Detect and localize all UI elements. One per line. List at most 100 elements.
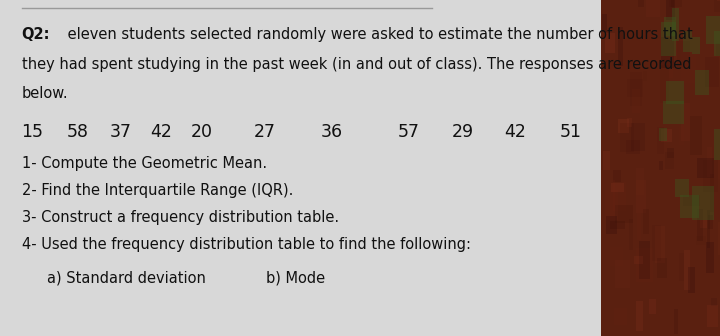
FancyBboxPatch shape (649, 299, 657, 314)
Text: 3- Construct a frequency distribution table.: 3- Construct a frequency distribution ta… (22, 210, 338, 225)
Text: 42: 42 (150, 123, 171, 141)
FancyBboxPatch shape (601, 0, 720, 336)
Text: 15: 15 (22, 123, 44, 141)
FancyBboxPatch shape (621, 123, 634, 152)
FancyBboxPatch shape (615, 260, 630, 288)
FancyBboxPatch shape (606, 216, 617, 234)
FancyBboxPatch shape (659, 161, 663, 170)
FancyBboxPatch shape (660, 65, 669, 103)
FancyBboxPatch shape (706, 146, 712, 177)
Text: 1- Compute the Geometric Mean.: 1- Compute the Geometric Mean. (22, 156, 266, 171)
FancyBboxPatch shape (695, 70, 708, 95)
FancyBboxPatch shape (683, 31, 692, 52)
FancyBboxPatch shape (718, 150, 720, 179)
Text: 36: 36 (320, 123, 343, 141)
FancyBboxPatch shape (701, 220, 707, 228)
FancyBboxPatch shape (627, 79, 643, 97)
FancyBboxPatch shape (610, 247, 623, 266)
FancyBboxPatch shape (637, 213, 641, 240)
FancyBboxPatch shape (613, 182, 626, 211)
FancyBboxPatch shape (717, 0, 720, 1)
Text: 37: 37 (109, 123, 132, 141)
FancyBboxPatch shape (605, 191, 618, 220)
FancyBboxPatch shape (618, 27, 623, 67)
FancyBboxPatch shape (666, 0, 675, 20)
Text: Q2:: Q2: (22, 27, 50, 42)
FancyBboxPatch shape (714, 0, 720, 11)
FancyBboxPatch shape (638, 0, 644, 7)
FancyBboxPatch shape (636, 248, 652, 282)
FancyBboxPatch shape (674, 309, 678, 334)
FancyBboxPatch shape (643, 209, 649, 234)
FancyBboxPatch shape (660, 128, 667, 141)
FancyBboxPatch shape (655, 226, 665, 263)
FancyBboxPatch shape (626, 140, 639, 154)
FancyBboxPatch shape (706, 65, 719, 74)
FancyBboxPatch shape (706, 242, 714, 272)
FancyBboxPatch shape (680, 102, 690, 141)
FancyBboxPatch shape (611, 183, 624, 192)
FancyBboxPatch shape (657, 258, 667, 278)
FancyBboxPatch shape (706, 210, 711, 248)
Text: 57: 57 (398, 123, 420, 141)
FancyBboxPatch shape (646, 0, 660, 16)
FancyBboxPatch shape (669, 0, 674, 7)
FancyBboxPatch shape (636, 168, 644, 195)
Text: a) Standard deviation: a) Standard deviation (47, 270, 206, 286)
FancyBboxPatch shape (665, 81, 683, 104)
Text: below.: below. (22, 86, 68, 101)
FancyBboxPatch shape (618, 119, 629, 133)
FancyBboxPatch shape (603, 14, 608, 32)
FancyBboxPatch shape (693, 37, 701, 53)
FancyBboxPatch shape (719, 222, 720, 255)
FancyBboxPatch shape (688, 267, 696, 293)
FancyBboxPatch shape (632, 89, 640, 113)
FancyBboxPatch shape (657, 127, 665, 154)
FancyBboxPatch shape (714, 129, 720, 160)
FancyBboxPatch shape (680, 253, 684, 281)
FancyBboxPatch shape (603, 151, 610, 170)
FancyBboxPatch shape (680, 195, 699, 218)
FancyBboxPatch shape (669, 38, 673, 78)
FancyBboxPatch shape (661, 22, 676, 55)
FancyBboxPatch shape (627, 118, 631, 127)
Text: 29: 29 (451, 123, 474, 141)
FancyBboxPatch shape (710, 174, 714, 212)
FancyBboxPatch shape (631, 123, 645, 152)
FancyBboxPatch shape (613, 170, 621, 182)
FancyBboxPatch shape (630, 72, 642, 107)
FancyBboxPatch shape (610, 221, 626, 229)
FancyBboxPatch shape (706, 305, 719, 327)
FancyBboxPatch shape (706, 16, 720, 44)
FancyBboxPatch shape (697, 158, 714, 178)
FancyBboxPatch shape (714, 31, 720, 56)
FancyBboxPatch shape (690, 116, 702, 155)
Text: eleven students selected randomly were asked to estimate the number of hours tha: eleven students selected randomly were a… (63, 27, 693, 42)
FancyBboxPatch shape (644, 71, 647, 81)
FancyBboxPatch shape (614, 308, 627, 326)
FancyBboxPatch shape (711, 298, 717, 306)
Text: they had spent studying in the past week (in and out of class). The responses ar: they had spent studying in the past week… (22, 57, 691, 72)
FancyBboxPatch shape (708, 215, 713, 229)
FancyBboxPatch shape (716, 43, 720, 56)
FancyBboxPatch shape (662, 84, 672, 115)
Text: 42: 42 (504, 123, 526, 141)
Text: 51: 51 (560, 123, 582, 141)
FancyBboxPatch shape (639, 241, 650, 279)
FancyBboxPatch shape (634, 256, 643, 264)
Text: 58: 58 (67, 123, 89, 141)
FancyBboxPatch shape (681, 50, 696, 83)
FancyBboxPatch shape (706, 57, 719, 87)
FancyBboxPatch shape (684, 250, 690, 290)
FancyBboxPatch shape (652, 224, 661, 261)
FancyBboxPatch shape (667, 148, 674, 158)
FancyBboxPatch shape (616, 205, 633, 222)
Text: 27: 27 (253, 123, 276, 141)
FancyBboxPatch shape (696, 236, 706, 245)
FancyBboxPatch shape (693, 186, 714, 219)
FancyBboxPatch shape (663, 101, 684, 124)
FancyBboxPatch shape (680, 126, 684, 145)
FancyBboxPatch shape (671, 0, 682, 7)
FancyBboxPatch shape (665, 153, 674, 169)
FancyBboxPatch shape (683, 195, 701, 206)
